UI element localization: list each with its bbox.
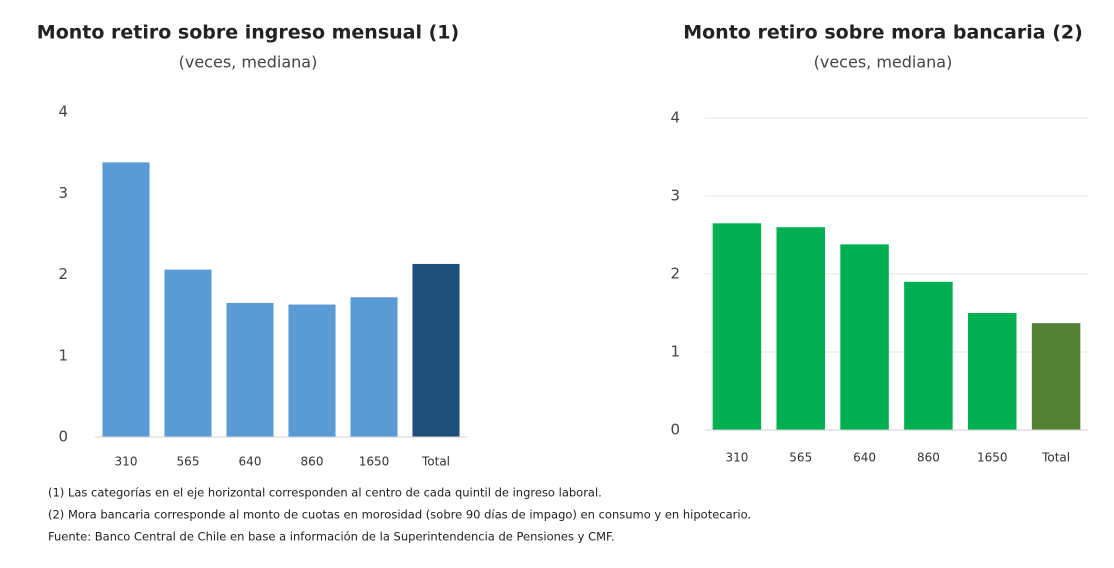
- footnote: (2) Mora bancaria corresponde al monto d…: [48, 508, 751, 522]
- chart-subtitle: (veces, mediana): [179, 53, 318, 72]
- y-tick-label: 3: [58, 184, 68, 202]
- y-tick-label: 4: [670, 109, 680, 127]
- y-tick-label: 0: [58, 428, 68, 446]
- bar: [226, 302, 274, 437]
- bar: [967, 313, 1017, 430]
- y-tick-label: 0: [670, 421, 680, 439]
- bar: [412, 263, 460, 437]
- x-tick-label: 640: [239, 455, 262, 469]
- footnote: Fuente: Banco Central de Chile en base a…: [48, 530, 614, 544]
- x-tick-label: 310: [115, 455, 138, 469]
- bar: [1031, 323, 1081, 430]
- bar: [712, 223, 762, 430]
- y-tick-label: 2: [670, 265, 680, 283]
- y-tick-label: 1: [58, 346, 68, 364]
- x-tick-label: Total: [1041, 451, 1070, 465]
- footnote: (1) Las categorías en el eje horizontal …: [48, 486, 602, 500]
- x-tick-label: Total: [421, 455, 450, 469]
- x-tick-label: 565: [789, 451, 812, 465]
- x-tick-label: 640: [853, 451, 876, 465]
- bar: [288, 304, 336, 437]
- bar: [840, 244, 889, 430]
- y-tick-label: 1: [670, 343, 680, 361]
- chart-subtitle: (veces, mediana): [814, 53, 953, 72]
- y-tick-label: 3: [670, 187, 680, 205]
- x-tick-label: 310: [725, 451, 748, 465]
- y-tick-label: 4: [58, 103, 68, 121]
- x-tick-label: 1650: [359, 455, 390, 469]
- bar: [350, 297, 398, 437]
- bar: [904, 281, 953, 430]
- x-tick-label: 1650: [977, 451, 1008, 465]
- x-tick-label: 565: [177, 455, 200, 469]
- y-tick-label: 2: [58, 265, 68, 283]
- bar: [776, 227, 826, 430]
- bar: [102, 162, 150, 437]
- x-tick-label: 860: [917, 451, 940, 465]
- bar: [164, 269, 212, 437]
- x-tick-label: 860: [301, 455, 324, 469]
- chart-title: Monto retiro sobre mora bancaria (2): [683, 22, 1083, 44]
- chart-title: Monto retiro sobre ingreso mensual (1): [37, 22, 459, 44]
